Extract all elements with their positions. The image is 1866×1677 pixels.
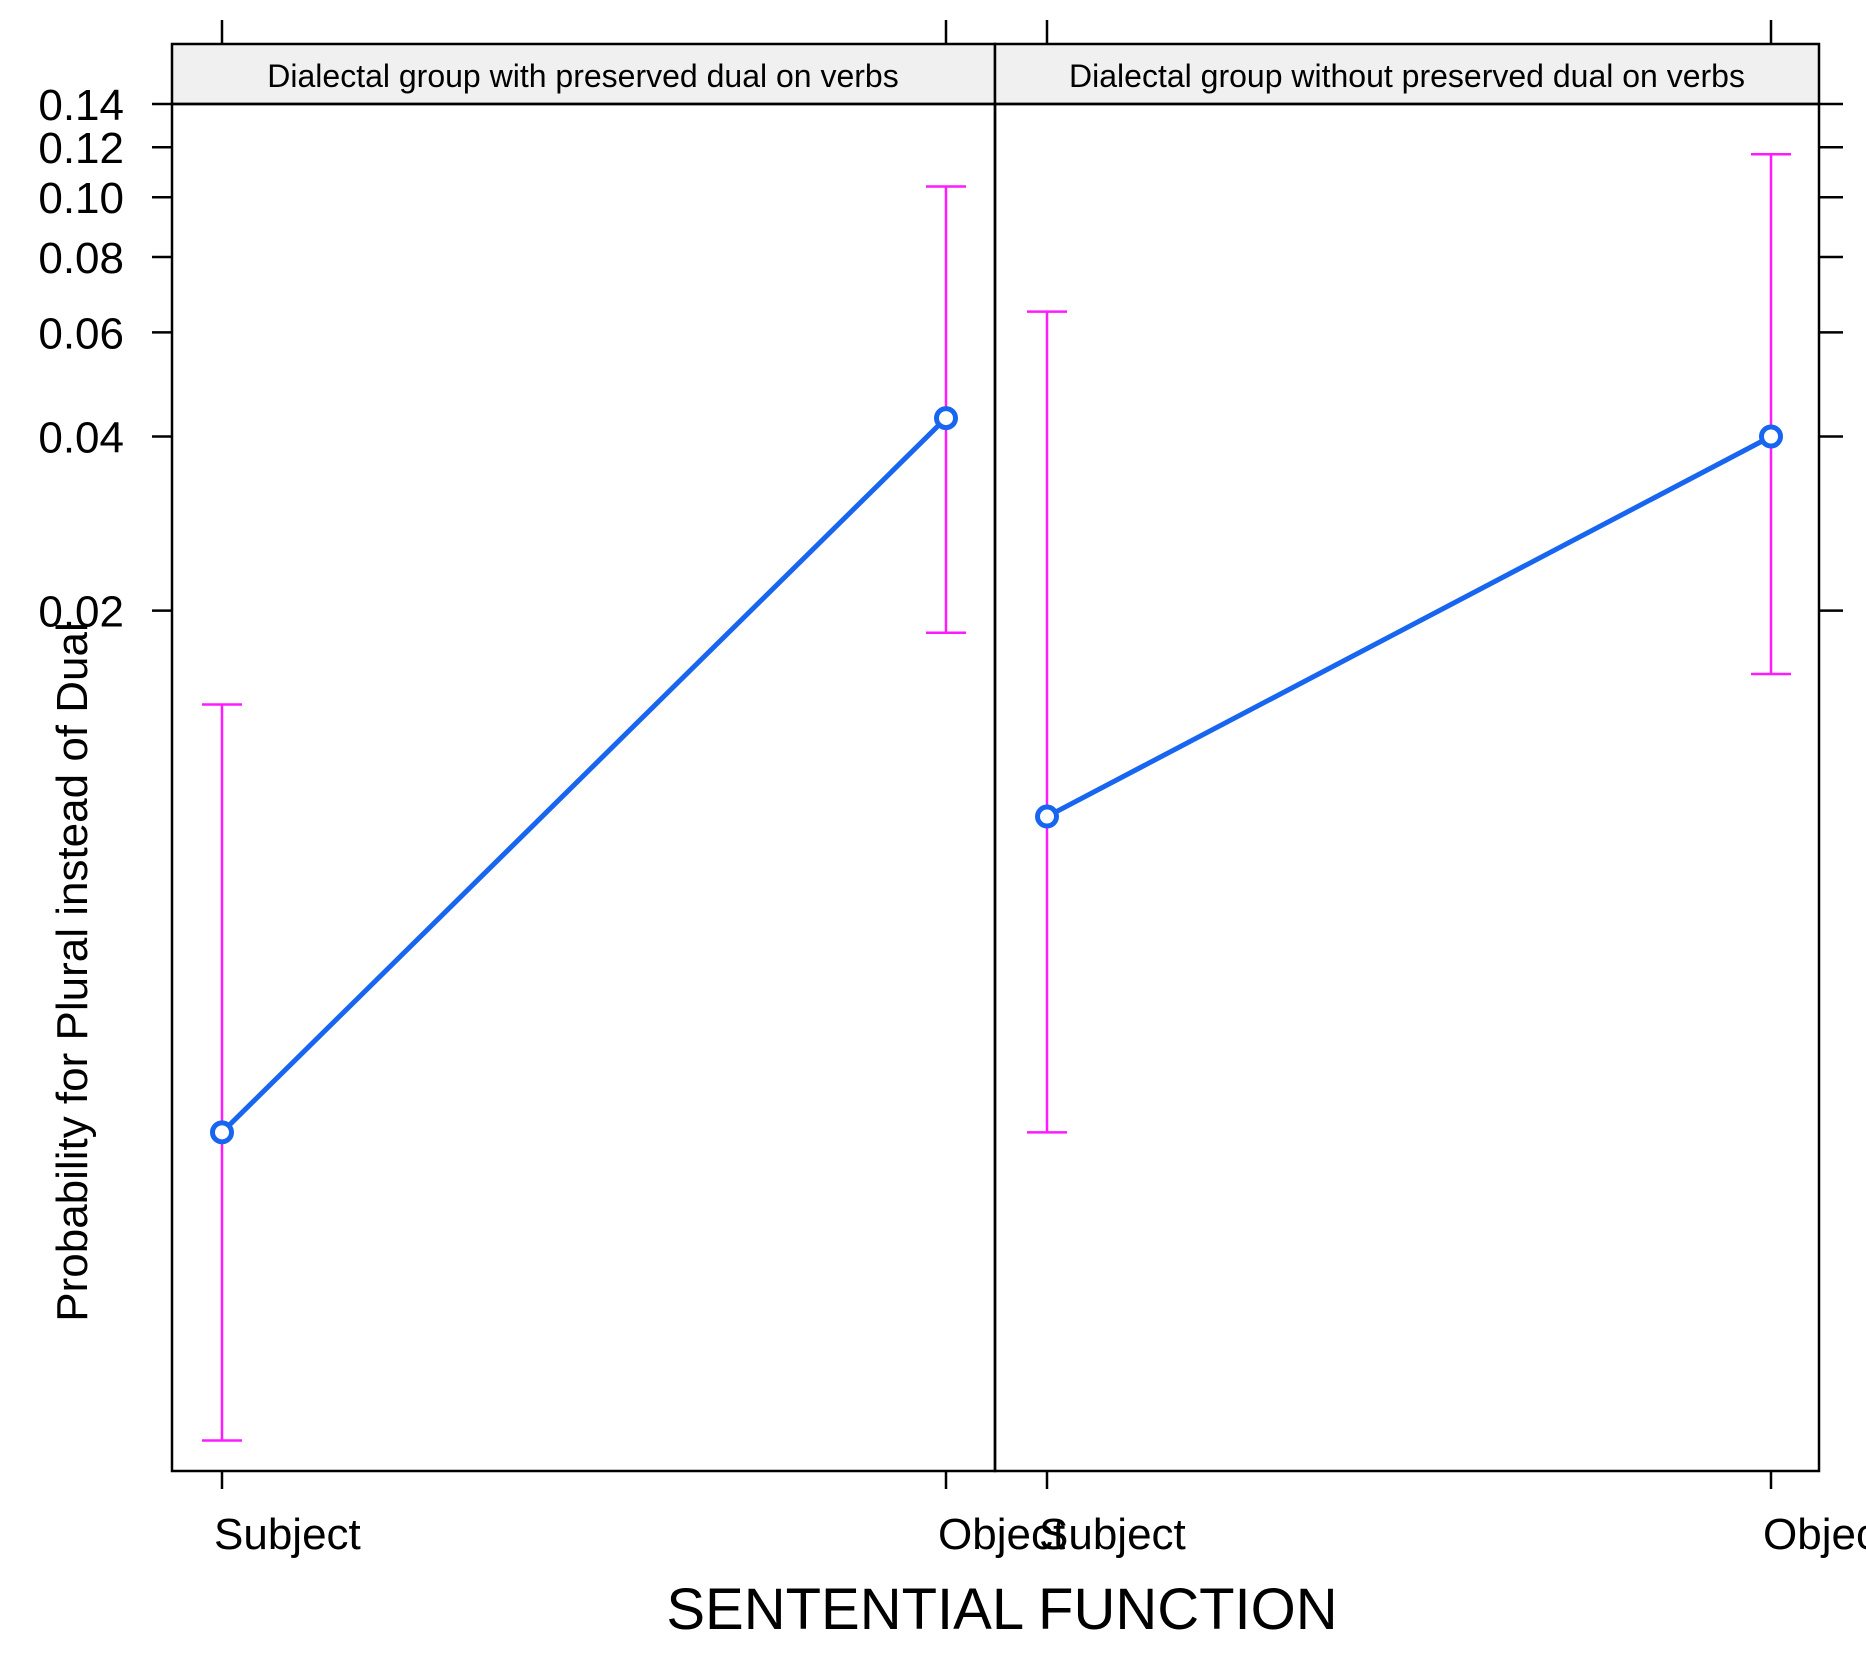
panel-preserved-dual: Dialectal group with preserved dual on v… [170,42,997,1473]
error-bar [202,703,242,1442]
y-tick-label: 0.12 [38,124,124,173]
y-tick-label: 0.02 [38,588,124,637]
series-line [1045,434,1773,819]
panel-marks [202,185,966,1442]
error-bar [1027,310,1067,1134]
panel-without-preserved-dual: Dialectal group without preserved dual o… [993,42,1821,1473]
x-tick-label: Object [938,1510,1065,1559]
data-point [1035,804,1059,829]
y-tick-label: 0.04 [38,414,124,463]
y-axis-right [1819,102,1843,612]
y-tick-label: 0.08 [38,234,124,283]
x-tick-label: Object [1763,1510,1866,1559]
panel-strip [993,42,1821,106]
panel-frame [170,102,997,1473]
data-point [210,1120,234,1145]
data-point [1759,424,1783,449]
x-axis-title: SENTENTIAL FUNCTION [666,1577,1337,1642]
panel-marks [1027,152,1791,1134]
error-bar [1751,152,1791,676]
panel-strip-label: Dialectal group without preserved dual o… [1069,58,1745,94]
y-axis-title: Probability for Plural instead of Dual [48,622,97,1321]
panel-frame [993,102,1821,1473]
y-tick-label: 0.06 [38,309,124,358]
y-tick-label: 0.10 [38,174,124,223]
x-tick-label: Subject [214,1510,361,1559]
panel-strip [170,42,997,106]
panel-strip-label: Dialectal group with preserved dual on v… [267,58,898,94]
y-axis-left: 0.02 0.04 0.06 0.08 0.100.120.14 [38,81,172,637]
series-line [220,416,948,1135]
y-tick-label: 0.14 [38,81,124,130]
x-axis: SubjectObjectSubjectObject [214,20,1866,1559]
data-point [934,406,958,431]
x-tick-label: Subject [1039,1510,1186,1559]
